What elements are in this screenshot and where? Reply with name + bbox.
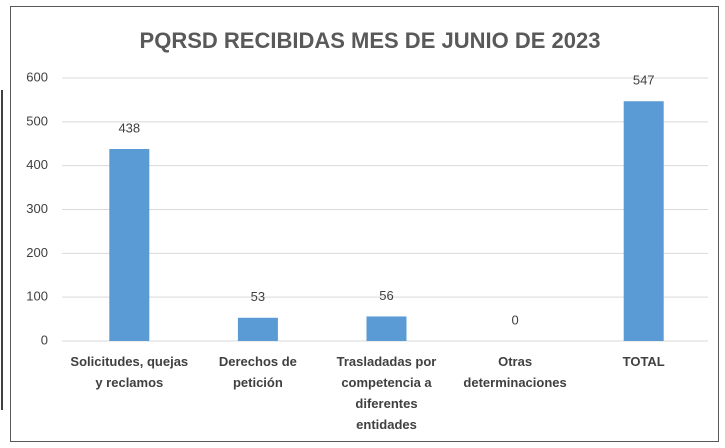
y-tick-label: 100 xyxy=(26,289,48,304)
x-tick-label: Otras determinaciones xyxy=(463,354,567,390)
bar xyxy=(109,149,150,341)
chart-title: PQRSD RECIBIDAS MES DE JUNIO DE 2023 xyxy=(140,28,601,53)
data-label: 56 xyxy=(379,288,393,303)
x-tick-label: Derechos de petición xyxy=(218,354,297,390)
data-label: 0 xyxy=(511,312,518,327)
y-tick-label: 400 xyxy=(26,157,48,172)
y-tick-label: 600 xyxy=(26,69,48,84)
data-label: 53 xyxy=(251,289,265,304)
x-tick-label: Trasladadas por competencia a diferentes… xyxy=(336,354,437,432)
data-label: 547 xyxy=(633,73,655,88)
x-tick-label: TOTAL xyxy=(622,354,665,369)
data-label: 438 xyxy=(118,120,140,135)
y-tick-label: 500 xyxy=(26,113,48,128)
x-tick-label: Solicitudes, quejas y reclamos xyxy=(70,354,189,390)
y-tick-label: 200 xyxy=(26,245,48,260)
y-tick-label: 0 xyxy=(41,332,48,347)
bar xyxy=(366,316,407,341)
bar xyxy=(237,317,278,341)
bar xyxy=(623,101,664,342)
y-tick-label: 300 xyxy=(26,201,48,216)
